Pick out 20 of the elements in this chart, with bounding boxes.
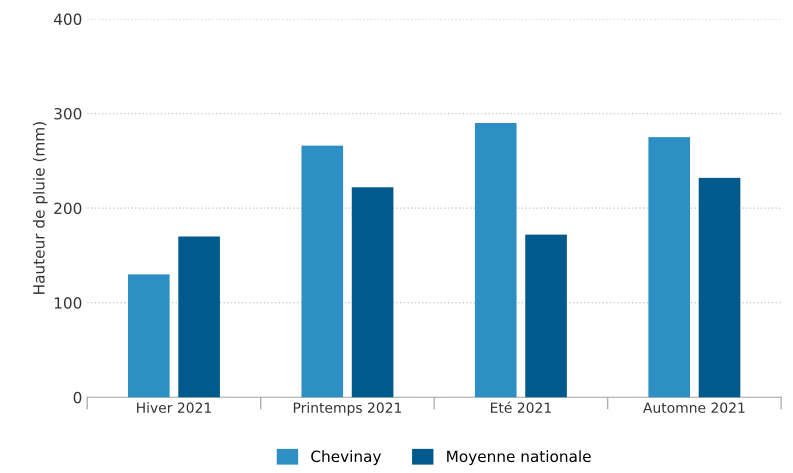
- legend-label: Moyenne nationale: [447, 450, 591, 466]
- y-tick-label: 0: [74, 392, 82, 404]
- y-axis-title: Hauteur de pluie (mm): [32, 122, 48, 294]
- legend-label: Chevinay: [311, 450, 382, 466]
- y-tick-label: 200: [54, 202, 82, 214]
- bar: [648, 137, 690, 398]
- x-tick-label: Hiver 2021: [137, 402, 211, 413]
- y-tick-label: 300: [54, 108, 82, 120]
- bar: [178, 236, 220, 398]
- y-tick-label: 400: [54, 13, 82, 25]
- bar: [525, 234, 567, 398]
- bar: [352, 187, 394, 398]
- y-tick-label: 100: [54, 297, 82, 309]
- bar: [128, 274, 170, 398]
- bar: [474, 122, 517, 398]
- x-tick-label: Automne 2021: [643, 402, 745, 413]
- bar: [698, 178, 740, 398]
- x-tick-label: Eté 2021: [491, 402, 551, 413]
- bar: [301, 146, 344, 398]
- x-tick-label: Printemps 2021: [294, 402, 402, 416]
